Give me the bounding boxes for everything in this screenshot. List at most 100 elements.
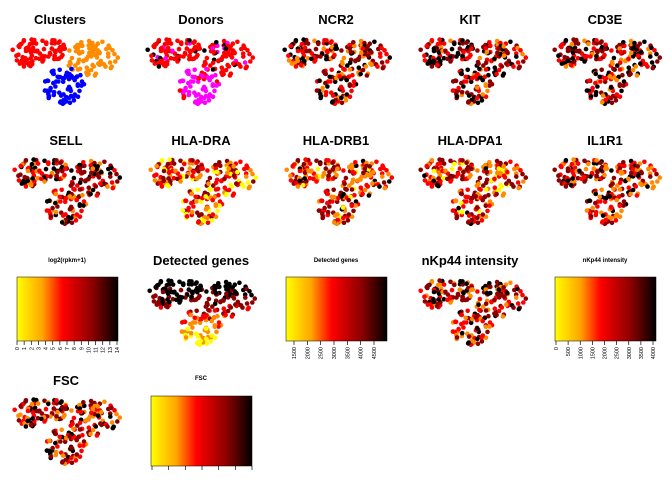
scatter-point <box>184 174 189 179</box>
scatter-point <box>630 67 636 73</box>
scatter-point <box>325 191 331 197</box>
scatter-point <box>89 170 94 176</box>
scatter-point <box>288 173 293 178</box>
scatter-point <box>563 184 569 189</box>
scatter-point <box>350 169 356 175</box>
scatter-point <box>320 85 325 91</box>
scatter-point <box>494 312 499 318</box>
scatter-point <box>654 51 659 57</box>
tick-label: 13 <box>108 347 114 353</box>
scatter-point <box>69 220 75 226</box>
scatter-point <box>436 297 441 302</box>
scatter-point <box>58 160 63 165</box>
scatter-point <box>51 80 56 86</box>
scatter-point <box>67 100 73 106</box>
scatter-point <box>360 67 366 73</box>
scatter-point <box>476 61 481 66</box>
scatter-point <box>441 296 447 302</box>
panel-ncr2: NCR2 <box>282 12 393 107</box>
scatter-point <box>436 291 442 297</box>
scatter-point <box>314 158 319 164</box>
scatter-point <box>303 157 308 162</box>
scatter-point <box>477 55 483 61</box>
scatter-point <box>575 175 581 181</box>
scatter-point <box>318 161 323 167</box>
scatter-point <box>53 49 58 55</box>
scatter-point <box>77 443 83 449</box>
tick-label: 3000 <box>627 347 633 359</box>
scatter-point <box>202 48 207 53</box>
scatter-point <box>329 100 335 105</box>
scatter-point <box>486 72 491 78</box>
scatter-point <box>368 61 373 66</box>
scatter-point <box>598 79 603 84</box>
scatter-point <box>98 181 103 186</box>
scatter-point <box>657 55 663 60</box>
scatter-point <box>475 289 480 294</box>
panel-cd3e: CD3E <box>552 12 663 107</box>
scatter-point <box>53 209 59 215</box>
scatter-point <box>301 161 307 167</box>
scatter-point <box>152 178 158 183</box>
scatter-point <box>228 53 234 58</box>
scatter-point <box>518 289 523 294</box>
panel-fsc: FSC <box>12 373 123 467</box>
scatter-point <box>347 67 353 72</box>
scatter-point <box>635 173 641 178</box>
scatter-point <box>14 58 20 63</box>
scatter-point <box>97 49 102 55</box>
scatter-point <box>621 203 626 208</box>
scatter-point <box>23 184 29 189</box>
scatter-point <box>210 212 216 217</box>
scatter-point <box>69 455 74 461</box>
scatter-point <box>23 158 29 163</box>
scatter-point <box>209 333 215 338</box>
scatter-point <box>77 88 82 94</box>
scatter-point <box>94 193 100 198</box>
scatter-point <box>250 300 255 305</box>
scatter-point <box>431 178 437 184</box>
scatter-point <box>244 301 250 306</box>
scatter-point <box>630 166 636 171</box>
scatter-point <box>77 402 82 408</box>
scatter-point <box>188 49 193 55</box>
scatter-point <box>649 180 655 185</box>
scatter-point <box>60 52 65 58</box>
scatter-point <box>359 50 364 56</box>
scatter-point <box>194 160 199 165</box>
scatter-point <box>593 200 598 206</box>
scatter-point <box>520 51 525 57</box>
legend-ticks <box>151 466 253 470</box>
scatter-point <box>42 419 47 424</box>
scatter-point <box>496 187 502 193</box>
legend-fsc: FSC <box>150 376 253 470</box>
scatter-point <box>326 158 331 163</box>
scatter-point <box>67 48 72 53</box>
scatter-point <box>195 52 200 58</box>
scatter-point <box>617 166 623 171</box>
scatter-point <box>466 334 472 339</box>
panel-title: Donors <box>178 12 224 27</box>
scatter-point <box>492 185 498 190</box>
scatter-point <box>238 64 243 69</box>
scatter-point <box>598 40 603 45</box>
scatter-point <box>233 302 238 307</box>
scatter-point <box>27 41 33 47</box>
scatter-point <box>214 40 219 45</box>
scatter-point <box>474 326 480 331</box>
scatter-point <box>349 88 354 94</box>
scatter-point <box>210 67 216 72</box>
scatter-point <box>115 179 120 184</box>
scatter-point <box>247 289 252 294</box>
scatter-point <box>77 180 83 186</box>
scatter-point <box>494 279 500 285</box>
scatter-point <box>429 38 435 43</box>
scatter-point <box>387 179 392 184</box>
scatter-point <box>351 83 356 88</box>
scatter-point <box>635 164 640 169</box>
scatter-point <box>597 74 602 80</box>
scatter-point <box>29 401 35 407</box>
scatter-point <box>175 176 180 182</box>
scatter-point <box>483 46 489 51</box>
scatter-point <box>617 46 623 51</box>
